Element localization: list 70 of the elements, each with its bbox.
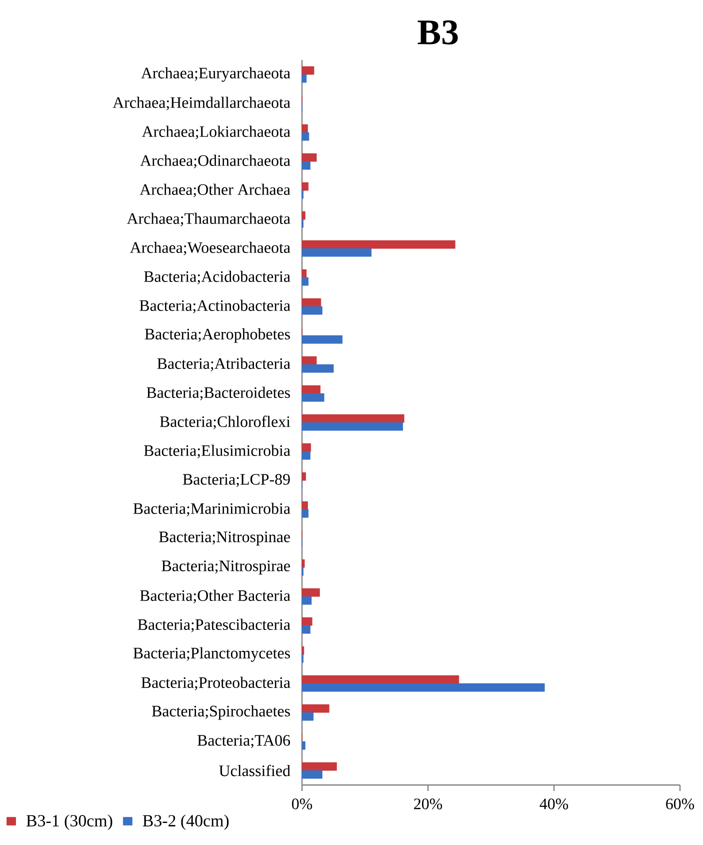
bar xyxy=(302,335,343,344)
y-tick-label: Bacteria;Elusimicrobia xyxy=(144,444,290,458)
bar xyxy=(302,277,308,286)
bar xyxy=(302,704,330,713)
y-tick-label: Archaea;Heimdallarchaeota xyxy=(112,96,290,110)
bar xyxy=(302,588,320,597)
bar xyxy=(302,385,320,394)
y-tick-label: Bacteria;Acidobacteria xyxy=(144,270,290,284)
y-tick-label: Bacteria;Chloroflexi xyxy=(160,416,290,430)
bar xyxy=(302,132,310,141)
y-tick-label: Bacteria;Proteobacteria xyxy=(141,676,290,690)
bar xyxy=(302,675,460,684)
bar xyxy=(302,443,312,452)
y-tick-label: Archaea;Lokiarchaeota xyxy=(142,126,290,140)
y-tick-label: Bacteria;Other Bacteria xyxy=(140,590,290,604)
y-tick-label: Bacteria;LCP-89 xyxy=(182,474,290,488)
y-tick-label: Uclassified xyxy=(219,764,290,776)
y-tick-label: Bacteria;Marinimicrobia xyxy=(133,502,290,516)
bar xyxy=(302,306,322,315)
bar xyxy=(302,161,310,170)
bar xyxy=(302,683,545,692)
bar xyxy=(302,414,404,423)
y-tick-label: Bacteria;Nitrospinae xyxy=(159,532,290,546)
y-tick-label: Bacteria;TA06 xyxy=(197,734,290,748)
bar xyxy=(302,240,456,249)
bar xyxy=(302,356,317,365)
y-tick-label: Bacteria;Planctomycetes xyxy=(133,647,290,662)
y-tick-label: Bacteria;Bacteroidetes xyxy=(146,386,290,400)
bar xyxy=(302,741,306,750)
bar xyxy=(302,712,314,721)
bar xyxy=(302,770,322,779)
y-tick-label: Archaea;Other Archaea xyxy=(140,184,290,198)
legend-label: B3-1 (30cm) xyxy=(26,814,112,830)
bar xyxy=(302,559,305,568)
bar xyxy=(302,298,322,307)
bar xyxy=(302,451,310,460)
bar xyxy=(302,501,308,510)
x-tick-label: 40% xyxy=(540,798,568,810)
bar xyxy=(302,422,403,431)
bar xyxy=(302,625,310,634)
y-tick-label: Bacteria;Actinobacteria xyxy=(140,300,290,314)
y-tick-label: Bacteria;Aerophobetes xyxy=(144,328,290,343)
y-tick-label: Archaea;Euryarchaeota xyxy=(141,67,290,82)
chart-title: B3 xyxy=(418,20,458,44)
legend-label: B3-2 (40cm) xyxy=(142,814,229,830)
bar xyxy=(302,153,317,162)
bar xyxy=(302,269,307,278)
bar xyxy=(302,124,308,133)
x-tick-label: 60% xyxy=(666,798,694,810)
bar xyxy=(302,74,307,83)
bar xyxy=(302,472,306,481)
bar xyxy=(302,211,306,220)
x-tick-label: 20% xyxy=(414,798,442,810)
y-tick-label: Bacteria;Patescibacteria xyxy=(138,618,290,632)
y-tick-label: Bacteria;Atribacteria xyxy=(157,358,290,372)
bar xyxy=(302,364,334,373)
bar xyxy=(302,762,337,771)
y-tick-label: Archaea;Woesearchaeota xyxy=(130,242,290,256)
bar xyxy=(302,182,308,191)
x-tick-label: 0% xyxy=(292,798,312,810)
bar xyxy=(302,66,314,75)
bar xyxy=(302,248,372,257)
bar xyxy=(302,617,312,626)
bar xyxy=(302,596,312,605)
y-tick-label: Bacteria;Spirochaetes xyxy=(152,705,290,720)
y-tick-label: Bacteria;Nitrospirae xyxy=(162,560,290,574)
y-tick-label: Archaea;Odinarchaeota xyxy=(140,154,290,168)
y-tick-label: Archaea;Thaumarchaeota xyxy=(126,212,290,226)
bar xyxy=(302,509,308,518)
bar xyxy=(302,393,324,402)
